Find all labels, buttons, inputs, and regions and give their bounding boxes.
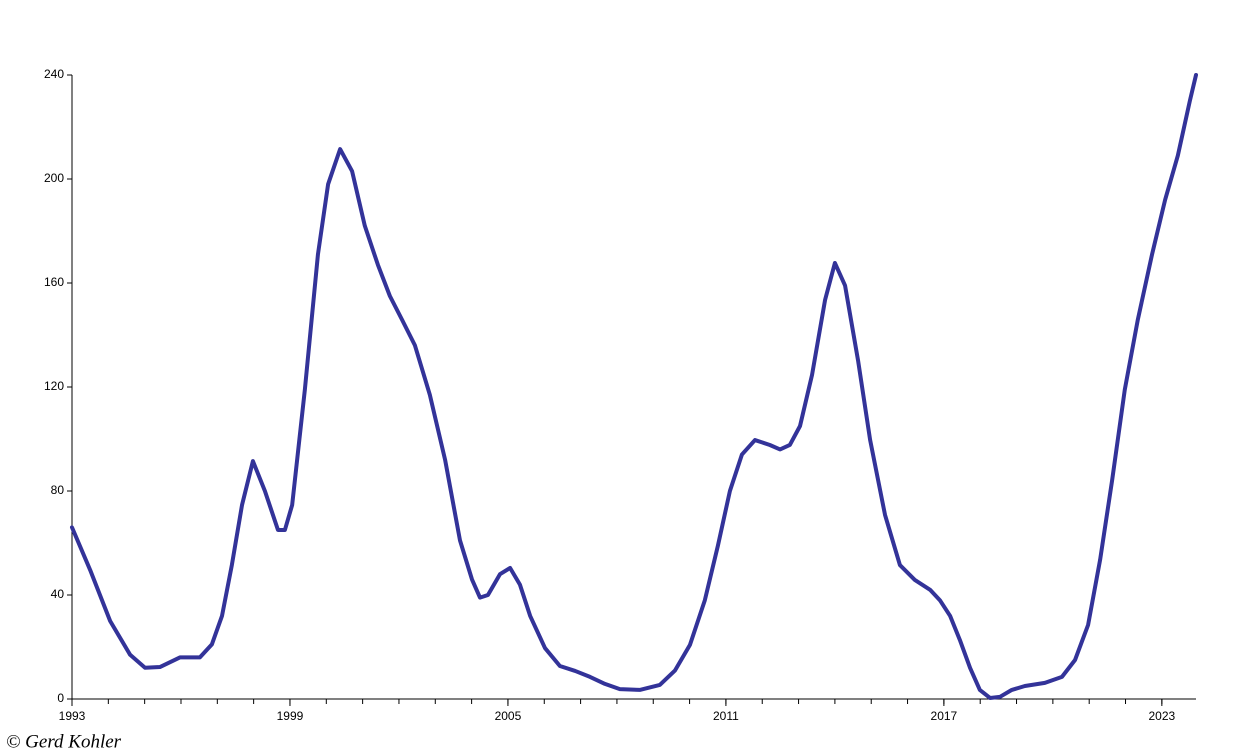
y-tick-label: 0 bbox=[57, 691, 64, 705]
x-tick-label: 2011 bbox=[713, 709, 739, 723]
x-tick-label: 2017 bbox=[931, 709, 958, 723]
y-tick-label: 200 bbox=[44, 171, 64, 185]
x-tick-label: 1999 bbox=[277, 709, 304, 723]
y-tick-label: 240 bbox=[44, 67, 64, 81]
x-tick-label: 2023 bbox=[1148, 709, 1175, 723]
y-tick-label: 160 bbox=[44, 275, 64, 289]
x-tick-label: 2005 bbox=[495, 709, 522, 723]
y-tick-label: 120 bbox=[44, 379, 64, 393]
y-tick-label: 40 bbox=[51, 587, 65, 601]
x-tick-label: 1993 bbox=[59, 709, 86, 723]
data-line bbox=[70, 73, 1198, 700]
credit: © Gerd Kohler bbox=[6, 731, 122, 752]
y-tick-label: 80 bbox=[51, 483, 65, 497]
